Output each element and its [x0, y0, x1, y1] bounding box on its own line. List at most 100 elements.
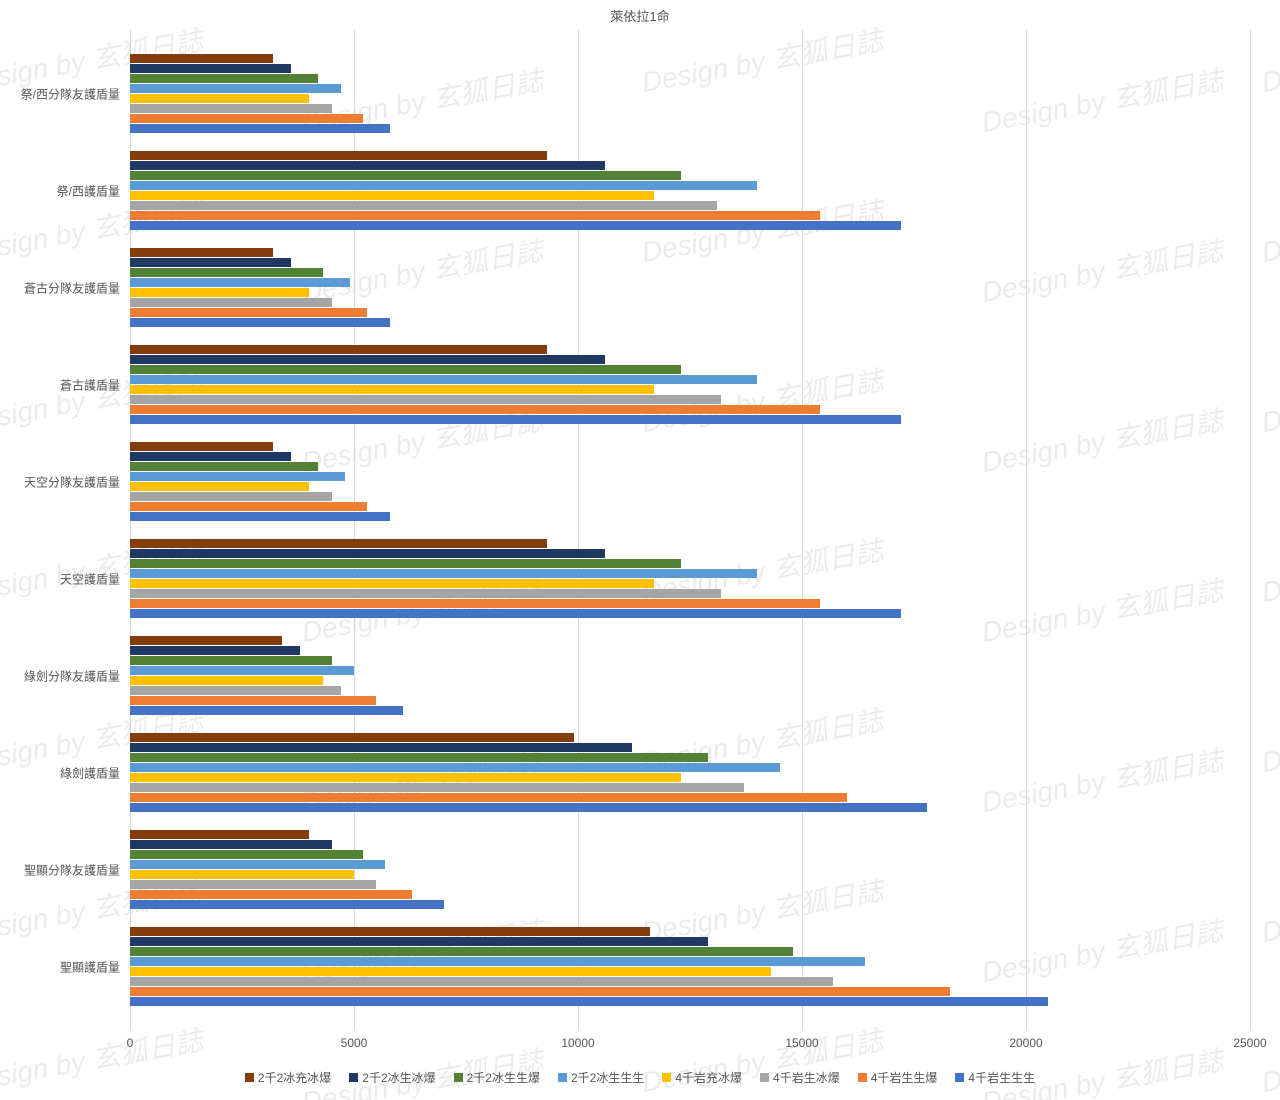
legend-item: 2千2冰生冰爆 [349, 1069, 435, 1086]
watermark: Design by 玄狐日誌 [1258, 699, 1280, 781]
bar [130, 696, 376, 705]
bar [130, 803, 927, 812]
bar [130, 104, 332, 113]
bar [130, 686, 341, 695]
bar [130, 666, 354, 675]
bar [130, 549, 605, 558]
bar [130, 569, 757, 578]
watermark: Design by 玄狐日誌 [1258, 19, 1280, 101]
bar [130, 248, 273, 257]
x-tick-label: 0 [127, 1036, 134, 1050]
bar [130, 278, 350, 287]
bar [130, 211, 820, 220]
bar [130, 502, 367, 511]
bar [130, 927, 650, 936]
legend-swatch [955, 1073, 964, 1082]
bar [130, 405, 820, 414]
bar [130, 773, 681, 782]
watermark: Design by 玄狐日誌 [1258, 869, 1280, 951]
bar [130, 987, 950, 996]
legend-label: 4千岩生生生 [968, 1069, 1035, 1086]
bar [130, 793, 847, 802]
bar [130, 512, 390, 521]
category-label: 聖顯護盾量 [0, 958, 120, 975]
bar [130, 462, 318, 471]
watermark: Design by 玄狐日誌 [638, 1019, 886, 1100]
bar [130, 850, 363, 859]
bar [130, 64, 291, 73]
bar [130, 880, 376, 889]
bar [130, 355, 605, 364]
bar [130, 181, 757, 190]
legend-swatch [454, 1073, 463, 1082]
bar [130, 472, 345, 481]
gridline [578, 30, 579, 1030]
legend-label: 4千岩充冰爆 [675, 1069, 742, 1086]
legend-label: 2千2冰生冰爆 [362, 1069, 435, 1086]
bar [130, 385, 654, 394]
bar [130, 646, 300, 655]
category-label: 聖顯分隊友護盾量 [0, 861, 120, 878]
bar [130, 415, 901, 424]
watermark: Design by 玄狐日誌 [1258, 1019, 1280, 1100]
bar [130, 706, 403, 715]
plot-area [130, 30, 1250, 1030]
bar [130, 375, 757, 384]
legend-swatch [858, 1073, 867, 1082]
bar [130, 860, 385, 869]
legend-item: 4千岩生生爆 [858, 1069, 938, 1086]
legend-label: 2千2冰充冰爆 [258, 1069, 331, 1086]
category-label: 天空分隊友護盾量 [0, 473, 120, 490]
x-tick-label: 10000 [561, 1036, 594, 1050]
bar [130, 221, 901, 230]
bar [130, 258, 291, 267]
legend: 2千2冰充冰爆2千2冰生冰爆2千2冰生生爆2千2冰生生生4千岩充冰爆4千岩生冰爆… [0, 1069, 1280, 1086]
category-label: 祭/西分隊友護盾量 [0, 85, 120, 102]
gridline [1250, 30, 1251, 1030]
bar [130, 161, 605, 170]
bar [130, 977, 833, 986]
legend-label: 2千2冰生生生 [571, 1069, 644, 1086]
watermark: Design by 玄狐日誌 [0, 1019, 206, 1100]
legend-swatch [662, 1073, 671, 1082]
category-label: 蒼古護盾量 [0, 376, 120, 393]
watermark: Design by 玄狐日誌 [1258, 529, 1280, 611]
x-tick-label: 20000 [1009, 1036, 1042, 1050]
bar [130, 318, 390, 327]
bar [130, 609, 901, 618]
bar [130, 937, 708, 946]
bar [130, 870, 354, 879]
bar [130, 840, 332, 849]
bar [130, 763, 780, 772]
x-tick-label: 5000 [341, 1036, 368, 1050]
bar [130, 733, 574, 742]
x-tick-label: 25000 [1233, 1036, 1266, 1050]
bar [130, 171, 681, 180]
bar [130, 947, 793, 956]
bar [130, 589, 721, 598]
bar [130, 559, 681, 568]
bar [130, 967, 771, 976]
bar [130, 900, 444, 909]
legend-item: 4千岩生生生 [955, 1069, 1035, 1086]
x-tick-label: 15000 [785, 1036, 818, 1050]
bar [130, 656, 332, 665]
chart-title: 萊依拉1命 [0, 6, 1280, 25]
bar [130, 636, 282, 645]
bar [130, 830, 309, 839]
legend-swatch [558, 1073, 567, 1082]
watermark: Design by 玄狐日誌 [1258, 359, 1280, 441]
bar [130, 452, 291, 461]
bar [130, 124, 390, 133]
gridline [1026, 30, 1027, 1030]
legend-label: 4千岩生生爆 [871, 1069, 938, 1086]
category-label: 天空護盾量 [0, 570, 120, 587]
category-label: 綠劍分隊友護盾量 [0, 667, 120, 684]
legend-item: 2千2冰生生爆 [454, 1069, 540, 1086]
bar [130, 676, 323, 685]
bar [130, 783, 744, 792]
category-label: 綠劍護盾量 [0, 764, 120, 781]
legend-swatch [760, 1073, 769, 1082]
bar [130, 54, 273, 63]
legend-label: 2千2冰生生爆 [467, 1069, 540, 1086]
